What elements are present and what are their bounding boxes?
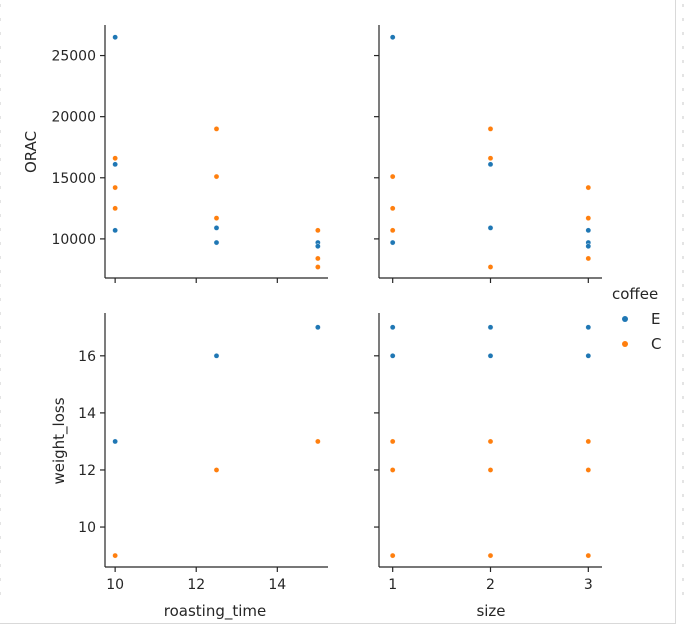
- y-tick-label: 15000: [51, 171, 96, 187]
- data-point-c: [213, 467, 220, 473]
- x-axis-title-size: size: [476, 602, 505, 620]
- panel-weight-loss-vs-size: 1 2 3: [374, 313, 602, 593]
- data-point-c: [487, 155, 494, 162]
- legend-marker-e: [622, 316, 628, 322]
- data-point-e: [585, 243, 592, 250]
- data-point-c: [487, 264, 494, 270]
- data-point-e: [487, 225, 494, 231]
- data-point-c: [112, 184, 118, 191]
- data-point-e: [315, 324, 321, 331]
- data-point-c: [315, 264, 321, 270]
- data-point-c: [585, 467, 592, 473]
- data-point-e: [585, 324, 592, 331]
- data-point-c: [585, 438, 592, 445]
- data-point-c: [487, 126, 494, 132]
- legend-label-c: C: [651, 335, 661, 353]
- data-point-e: [585, 353, 592, 359]
- data-point-c: [315, 255, 321, 262]
- x-tick-label: 10: [106, 577, 124, 593]
- data-point-c: [389, 438, 396, 445]
- x-tick-label: 2: [486, 577, 495, 593]
- data-point-c: [487, 552, 494, 559]
- data-point-e: [213, 239, 220, 246]
- y-tick-label: 16: [78, 349, 96, 365]
- data-point-c: [487, 438, 494, 445]
- data-point-e: [389, 353, 396, 359]
- y-tick-label: 12: [78, 463, 96, 479]
- data-point-c: [315, 438, 321, 445]
- data-point-e: [585, 227, 592, 234]
- legend: coffee E C: [612, 285, 661, 353]
- y-tick-label: 20000: [51, 110, 96, 126]
- data-point-c: [585, 255, 592, 262]
- data-point-c: [585, 215, 592, 221]
- x-axis-title-roasting-time: roasting_time: [164, 602, 267, 621]
- data-point-e: [315, 243, 321, 250]
- data-point-e: [487, 324, 494, 331]
- legend-title: coffee: [612, 285, 658, 303]
- y-tick-label: 10: [78, 520, 96, 536]
- panel-ORAC-vs-size: [374, 25, 602, 283]
- x-tick-label: 12: [187, 577, 205, 593]
- data-point-c: [213, 126, 220, 132]
- data-point-e: [112, 34, 118, 41]
- data-point-c: [112, 155, 118, 162]
- y-tick-label: 25000: [51, 49, 96, 65]
- data-point-e: [112, 161, 118, 168]
- left-edge-artifacts: [0, 4, 684, 600]
- data-point-c: [487, 467, 494, 473]
- data-point-c: [585, 184, 592, 191]
- y-axis-title-orac: ORAC: [22, 131, 40, 173]
- data-point-e: [213, 225, 220, 231]
- data-point-e: [213, 353, 220, 359]
- data-point-c: [389, 552, 396, 559]
- panel-ORAC-vs-roasting-time: 10000 15000 20000 25000: [51, 25, 328, 283]
- x-tick-label: 14: [268, 577, 286, 593]
- data-point-c: [112, 552, 118, 559]
- panel-weight-loss-vs-roasting-time: 10 12 14 16 10 12 14: [78, 313, 328, 593]
- data-point-e: [487, 161, 494, 168]
- legend-marker-c: [622, 341, 628, 347]
- data-point-c: [389, 173, 396, 180]
- axis-titles: ORAC weight_loss roasting_time size: [22, 131, 506, 621]
- data-point-c: [389, 467, 396, 473]
- y-tick-label: 14: [78, 406, 96, 422]
- data-point-c: [389, 227, 396, 234]
- data-point-c: [213, 215, 220, 221]
- data-point-e: [389, 34, 396, 41]
- legend-label-e: E: [651, 310, 660, 328]
- x-tick-label: 3: [584, 577, 593, 593]
- data-point-e: [487, 353, 494, 359]
- data-point-c: [213, 173, 220, 180]
- data-point-c: [315, 227, 321, 234]
- data-point-c: [389, 205, 396, 212]
- data-point-e: [389, 239, 396, 246]
- data-point-c: [585, 552, 592, 559]
- data-point-e: [112, 438, 118, 445]
- data-point-e: [112, 227, 118, 234]
- data-point-e: [389, 324, 396, 331]
- y-axis-title-weight-loss: weight_loss: [50, 397, 69, 484]
- y-tick-label: 10000: [51, 232, 96, 248]
- x-tick-label: 1: [388, 577, 397, 593]
- data-point-c: [112, 205, 118, 212]
